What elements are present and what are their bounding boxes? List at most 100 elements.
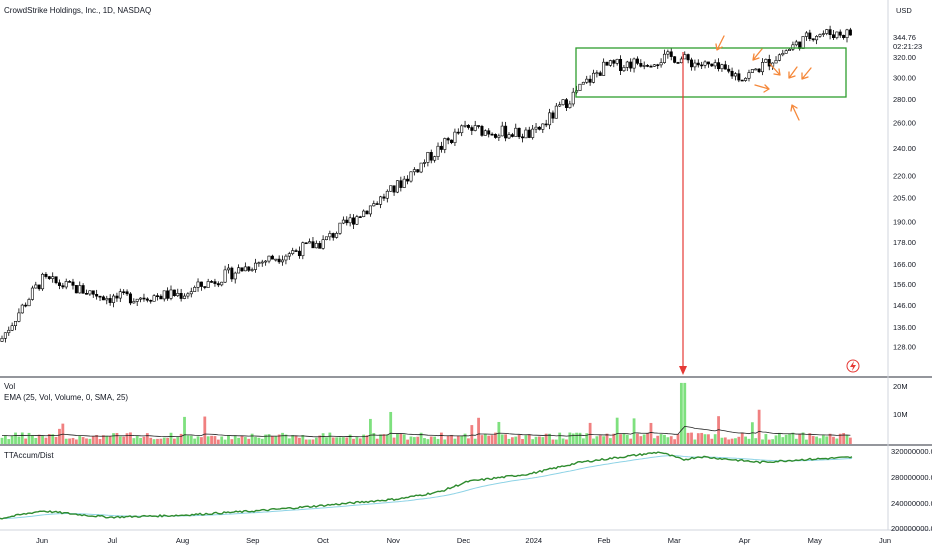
time-tick: May (808, 536, 822, 545)
volume-bar (521, 438, 524, 444)
volume-tick-10m: 10M (893, 410, 908, 419)
volume-bar (548, 433, 551, 444)
candle-body (649, 65, 653, 68)
candle-body (747, 72, 751, 79)
volume-bar (734, 438, 737, 444)
volume-bar (31, 435, 34, 444)
volume-bar (416, 436, 420, 444)
volume-bar (37, 434, 41, 444)
candle-body (659, 62, 663, 66)
candle-body (176, 292, 180, 297)
candle-body (537, 126, 541, 130)
volume-bar (210, 435, 213, 444)
candle-body (348, 217, 352, 224)
candle-body (757, 68, 761, 73)
volume-bar (622, 433, 626, 444)
candle-body (362, 210, 366, 217)
volume-bar (213, 436, 217, 444)
candle-body (801, 36, 805, 49)
volume-bar (58, 428, 61, 444)
candle-body (791, 44, 795, 50)
price-candles (0, 25, 852, 343)
candle-body (662, 53, 666, 63)
candle-body (152, 295, 156, 302)
candle-body (186, 293, 190, 297)
candle-body (203, 286, 207, 288)
lightning-icon[interactable] (846, 359, 860, 373)
volume-bar (693, 439, 697, 444)
volume-bar (794, 438, 798, 444)
volume-bar (480, 435, 484, 444)
volume-bar (828, 433, 832, 444)
volume-bar (446, 435, 450, 444)
volume-bar (0, 437, 4, 444)
volume-bar (598, 435, 602, 444)
candle-body (382, 196, 386, 199)
accum-tick-2: 280000000.00 (891, 473, 932, 482)
candle-body (314, 243, 318, 249)
candle-body (426, 152, 430, 163)
volume-bar (277, 434, 281, 444)
volume-bar (443, 439, 447, 444)
price-tick: 280.00 (893, 95, 916, 104)
volume-bar (605, 433, 609, 444)
volume-bar (757, 409, 761, 444)
volume-ema-line (1, 425, 851, 438)
volume-bar (311, 439, 315, 444)
volume-bar (524, 435, 528, 444)
candle-body (730, 70, 734, 77)
volume-indicator: EMA (25, Vol, Volume, 0, SMA, 25) (4, 393, 128, 402)
volume-bar (247, 438, 251, 444)
candle-body (416, 169, 420, 173)
candle-body (669, 51, 673, 57)
volume-bar (294, 435, 298, 444)
candle-body (676, 62, 680, 64)
volume-bar (460, 435, 464, 444)
accum-tick-1: 320000000.00 (891, 447, 932, 456)
candle-body (274, 258, 278, 261)
volume-bar (216, 439, 220, 444)
candle-body (145, 298, 149, 301)
candle-body (20, 304, 24, 314)
volume-bar (426, 439, 430, 444)
time-tick: Jun (879, 536, 891, 545)
volume-bar (115, 432, 119, 444)
volume-bar (3, 435, 7, 444)
candle-body (34, 284, 38, 289)
candle-body (581, 81, 585, 85)
volume-bar (233, 435, 237, 444)
candle-body (220, 281, 224, 286)
candle-body (355, 216, 359, 225)
consolidation-box (575, 47, 847, 98)
volume-bar (85, 438, 88, 444)
volume-bar (122, 436, 126, 444)
candle-body (74, 285, 78, 294)
volume-bar (700, 432, 704, 444)
volume-bar (98, 439, 102, 444)
volume-bar (34, 438, 38, 444)
candle-body (162, 290, 166, 300)
accum-dist-lines (0, 451, 853, 520)
candle-body (642, 65, 646, 67)
currency-label[interactable]: USD (896, 6, 912, 15)
volume-bar (632, 418, 636, 444)
candle-body (828, 29, 832, 35)
candle-body (412, 169, 416, 173)
volume-bar (159, 438, 163, 444)
candle-body (128, 293, 132, 304)
volume-bar (561, 438, 565, 444)
volume-bar (54, 437, 58, 444)
candle-body (710, 63, 714, 67)
candle-body (439, 145, 443, 150)
volume-bar (541, 437, 545, 444)
candle-body (487, 130, 491, 135)
candle-body (815, 36, 819, 41)
volume-bar (730, 438, 734, 444)
candle-body (825, 29, 829, 34)
candle-body (450, 139, 454, 143)
volume-bar (257, 437, 261, 444)
candle-body (608, 60, 612, 66)
volume-bar (399, 433, 403, 444)
candle-body (341, 219, 345, 224)
candle-body (470, 127, 474, 131)
